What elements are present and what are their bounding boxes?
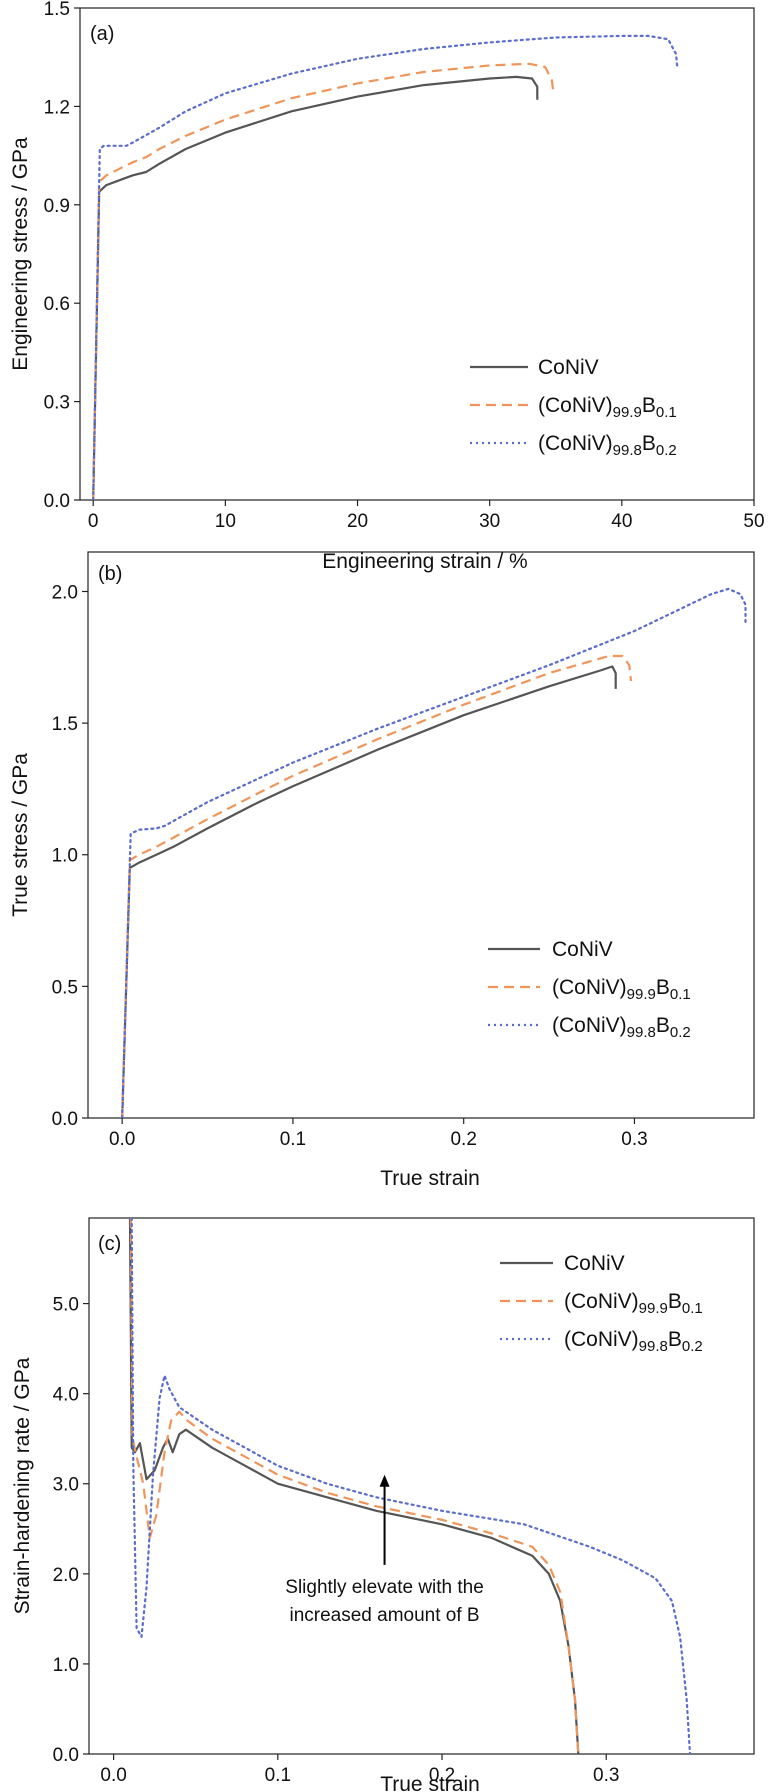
y-tick-label: 1.0 [53, 1655, 79, 1676]
y-tick-label: 1.5 [52, 714, 78, 735]
legend-label-3: (CoNiV)99.8B0.2 [538, 432, 677, 459]
legend-label-2: (CoNiV)99.9B0.1 [552, 976, 691, 1003]
plot-frame [88, 1217, 755, 1755]
legend-label-3: (CoNiV)99.8B0.2 [552, 1014, 691, 1041]
annotation-text-line-1: Slightly elevate with the [285, 1577, 484, 1598]
x-tick-label: 30 [479, 511, 500, 532]
series-line-2 [121, 654, 633, 1118]
x-tick-label: 0.3 [593, 1765, 619, 1786]
x-tick-label: 0.2 [429, 1765, 455, 1786]
x-tick-label: 0.2 [450, 1129, 476, 1150]
x-tick-label: 0.1 [280, 1129, 306, 1150]
x-tick-label: 0.0 [109, 1129, 135, 1150]
x-axis-label: True strain [380, 1773, 480, 1792]
series-line-1 [92, 75, 539, 500]
plot-frame [87, 551, 755, 1119]
y-tick-label: 0.5 [52, 977, 78, 998]
y-axis-label: True stress / GPa [9, 753, 32, 917]
y-tick-label: 4.0 [53, 1385, 79, 1406]
y-tick-label: 2.0 [52, 582, 78, 603]
y-tick-label: 1.2 [44, 97, 70, 118]
x-tick-label: 20 [347, 511, 368, 532]
x-axis-label: Engineering strain / % [322, 550, 527, 573]
y-tick-label: 0.0 [44, 491, 70, 512]
chart-panel-3: 0.0 0.1 0.2 0.3 0.0 1.0 2.0 3.0 4.0 5.0 True strai… [11, 1217, 755, 1792]
y-tick-label: 0.6 [44, 294, 70, 315]
series-line-1 [121, 665, 617, 1118]
series-line-3 [130, 1218, 692, 1754]
y-tick-label: 2.0 [53, 1565, 79, 1586]
panel-label: (c) [98, 1233, 121, 1255]
chart-panel-1: 0 10 20 30 40 50 0.0 0.3 0.6 0.9 1.2 1.5 Engineering… [9, 0, 765, 573]
legend-label-2: (CoNiV)99.9B0.1 [564, 1290, 703, 1317]
y-axis-label: Strain-hardening rate / GPa [11, 1357, 34, 1614]
legend-label-1: CoNiV [538, 356, 599, 379]
y-axis-label: Engineering stress / GPa [9, 137, 32, 371]
series-line-2 [92, 62, 555, 500]
y-tick-label: 5.0 [53, 1295, 79, 1316]
panel-label: (b) [98, 563, 122, 585]
x-tick-label: 0.3 [621, 1129, 647, 1150]
x-tick-label: 50 [743, 511, 764, 532]
series-line-3 [121, 587, 747, 1118]
legend-label-1: CoNiV [552, 938, 613, 961]
y-tick-label: 0.0 [53, 1745, 79, 1766]
y-tick-label: 1.0 [52, 846, 78, 867]
x-tick-label: 10 [215, 511, 236, 532]
panel-label: (a) [90, 23, 114, 45]
x-tick-label: 0.1 [265, 1765, 291, 1786]
series-line-3 [92, 34, 679, 500]
legend-label-2: (CoNiV)99.9B0.1 [538, 394, 677, 421]
x-axis-label: True strain [380, 1167, 480, 1190]
legend-label-3: (CoNiV)99.8B0.2 [564, 1328, 703, 1355]
plot-frame [79, 7, 755, 501]
y-tick-label: 0.3 [44, 393, 70, 414]
y-tick-label: 0.9 [44, 196, 70, 217]
x-tick-label: 0 [88, 511, 99, 532]
legend-label-1: CoNiV [564, 1252, 625, 1275]
x-tick-label: 0.0 [100, 1765, 126, 1786]
series-line-2 [129, 1218, 580, 1754]
y-tick-label: 3.0 [53, 1475, 79, 1496]
series-line-1 [128, 1218, 580, 1754]
annotation-arrowhead [379, 1474, 390, 1487]
chart-panel-2: 0.0 0.1 0.2 0.3 0.0 0.5 1.0 1.5 2.0 True strain Tr… [9, 551, 755, 1190]
annotation-text-line-2: increased amount of B [289, 1605, 479, 1626]
x-tick-label: 40 [611, 511, 632, 532]
y-tick-label: 1.5 [44, 0, 70, 20]
y-tick-label: 0.0 [52, 1109, 78, 1130]
